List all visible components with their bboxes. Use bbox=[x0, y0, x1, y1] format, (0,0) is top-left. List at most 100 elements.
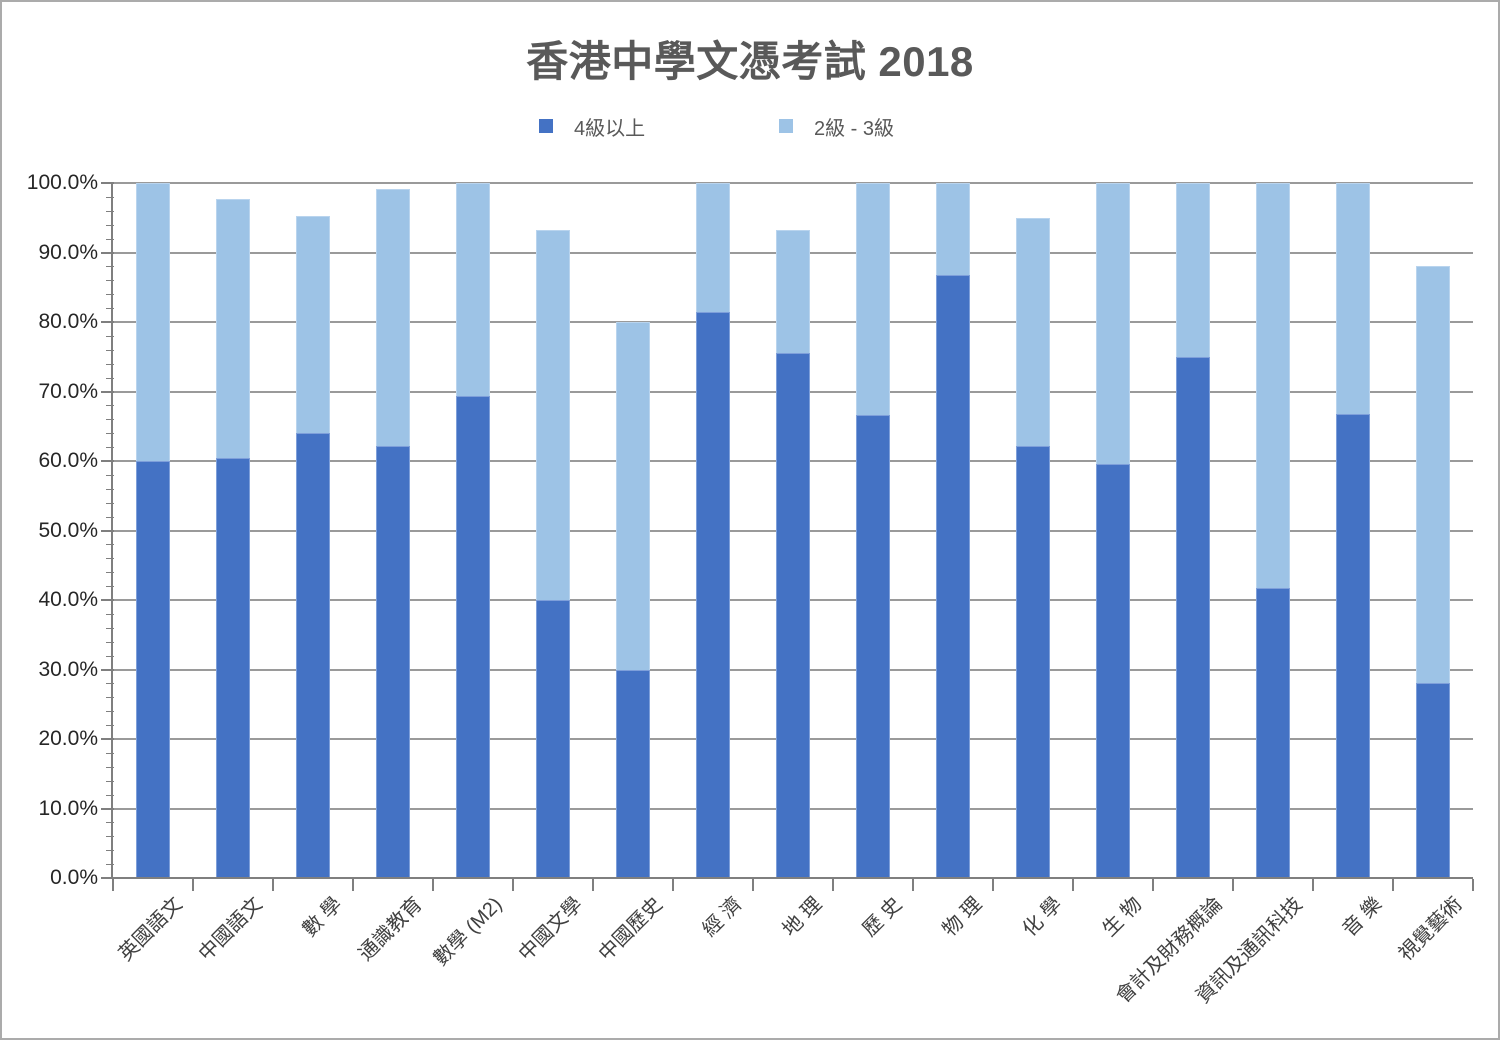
x-axis-tick bbox=[272, 879, 274, 891]
y-axis-tick-label: 50.0% bbox=[38, 518, 98, 542]
y-minor-tick bbox=[106, 210, 114, 212]
x-axis-category-label: 中國語文 bbox=[194, 893, 267, 966]
bar-segment-level4plus bbox=[296, 433, 330, 878]
y-major-tick bbox=[101, 321, 114, 323]
y-major-tick bbox=[101, 738, 114, 740]
bar-segment-level4plus bbox=[216, 457, 250, 878]
x-axis-category-label: 英國語文 bbox=[114, 893, 187, 966]
bar-segment-level2to3 bbox=[856, 183, 890, 416]
bar-segment-level4plus bbox=[1416, 683, 1450, 878]
y-axis-tick-label: 90.0% bbox=[38, 240, 98, 264]
x-axis-category-label: 歷 史 bbox=[859, 893, 907, 942]
y-major-tick bbox=[101, 877, 114, 879]
y-minor-tick bbox=[106, 586, 114, 588]
y-minor-tick bbox=[106, 488, 114, 490]
y-minor-tick bbox=[106, 641, 114, 643]
y-minor-tick bbox=[106, 780, 114, 782]
bar-segment-level4plus bbox=[536, 600, 570, 878]
x-axis-category-label: 數學 (M2) bbox=[429, 893, 507, 971]
y-minor-tick bbox=[106, 447, 114, 449]
legend-label: 4級以上 bbox=[574, 117, 646, 140]
y-axis-tick-label: 0.0% bbox=[50, 866, 98, 889]
y-major-tick bbox=[101, 529, 114, 532]
x-axis-category-label: 物 理 bbox=[939, 893, 987, 942]
bar-segment-level2to3 bbox=[1016, 218, 1050, 447]
y-minor-tick bbox=[106, 335, 114, 337]
y-minor-tick bbox=[106, 822, 114, 824]
x-axis-tick bbox=[912, 879, 914, 891]
x-axis-category-label: 中國文學 bbox=[514, 893, 587, 966]
y-major-tick bbox=[101, 251, 114, 254]
bar-segment-level2to3 bbox=[376, 189, 410, 446]
y-gridline bbox=[113, 182, 1473, 184]
y-minor-tick bbox=[106, 613, 114, 615]
bar-segment-level2to3 bbox=[696, 183, 730, 313]
y-minor-tick bbox=[106, 864, 114, 866]
bar-segment-level4plus bbox=[856, 415, 890, 878]
x-axis-tick bbox=[1392, 879, 1394, 891]
x-axis-category-label: 數 學 bbox=[299, 893, 347, 942]
x-axis-tick bbox=[1232, 879, 1234, 891]
y-minor-tick bbox=[106, 474, 114, 476]
y-minor-tick bbox=[106, 697, 114, 699]
y-axis-tick-label: 40.0% bbox=[38, 588, 98, 611]
y-minor-tick bbox=[106, 349, 114, 351]
y-minor-tick bbox=[106, 405, 114, 407]
x-axis-category-label: 經 濟 bbox=[699, 893, 747, 942]
x-axis-tick bbox=[112, 879, 114, 891]
y-minor-tick bbox=[106, 627, 114, 629]
x-axis-tick bbox=[1472, 879, 1474, 891]
y-minor-tick bbox=[106, 572, 114, 574]
y-minor-tick bbox=[106, 683, 114, 685]
y-minor-tick bbox=[106, 558, 114, 560]
bar-segment-level4plus bbox=[1096, 464, 1130, 878]
x-axis-category-label: 地 理 bbox=[779, 893, 827, 942]
y-minor-tick bbox=[106, 752, 114, 754]
bar-segment-level2to3 bbox=[536, 230, 570, 600]
bar-segment-level4plus bbox=[776, 353, 810, 878]
bar-segment-level4plus bbox=[456, 396, 490, 878]
bar-segment-level4plus bbox=[1256, 587, 1290, 878]
x-axis-category-label: 視覺藝術 bbox=[1394, 893, 1467, 966]
x-axis-category-label: 通識教育 bbox=[354, 893, 427, 966]
bar-segment-level2to3 bbox=[456, 183, 490, 397]
y-axis-tick-label: 60.0% bbox=[38, 449, 98, 472]
x-axis-tick bbox=[672, 879, 674, 891]
y-minor-tick bbox=[106, 224, 114, 226]
x-axis-tick bbox=[1152, 879, 1154, 891]
bar-segment-level2to3 bbox=[1176, 183, 1210, 357]
y-axis-tick-label: 20.0% bbox=[38, 727, 98, 750]
y-minor-tick bbox=[106, 655, 114, 657]
bar-segment-level2to3 bbox=[296, 215, 330, 434]
y-minor-tick bbox=[106, 238, 114, 240]
x-axis-line bbox=[101, 877, 1473, 879]
bar-segment-level4plus bbox=[1176, 356, 1210, 878]
x-axis-tick bbox=[1072, 879, 1074, 891]
x-axis-tick bbox=[352, 879, 354, 891]
y-minor-tick bbox=[106, 850, 114, 852]
legend-swatch-icon bbox=[779, 119, 793, 133]
bar-segment-level4plus bbox=[936, 274, 970, 878]
x-axis-tick bbox=[592, 879, 594, 891]
bar-segment-level4plus bbox=[376, 445, 410, 878]
x-axis-category-label: 音 樂 bbox=[1339, 893, 1387, 942]
x-axis-tick bbox=[752, 879, 754, 891]
y-major-tick bbox=[101, 182, 114, 184]
y-minor-tick bbox=[106, 433, 114, 435]
bar-segment-level4plus bbox=[1336, 414, 1370, 878]
bar-segment-level2to3 bbox=[1256, 183, 1290, 588]
y-minor-tick bbox=[106, 516, 114, 518]
bar-segment-level4plus bbox=[136, 461, 170, 878]
bar-segment-level2to3 bbox=[936, 183, 970, 275]
y-minor-tick bbox=[106, 196, 114, 198]
y-minor-tick bbox=[106, 363, 114, 365]
y-minor-tick bbox=[106, 794, 114, 796]
y-minor-tick bbox=[106, 308, 114, 310]
y-minor-tick bbox=[106, 766, 114, 768]
y-axis-tick-label: 10.0% bbox=[38, 796, 98, 820]
y-minor-tick bbox=[106, 836, 114, 838]
chart-title: 香港中學文憑考試 2018 bbox=[526, 38, 974, 85]
y-minor-tick bbox=[106, 419, 114, 421]
x-axis-tick bbox=[512, 879, 514, 891]
